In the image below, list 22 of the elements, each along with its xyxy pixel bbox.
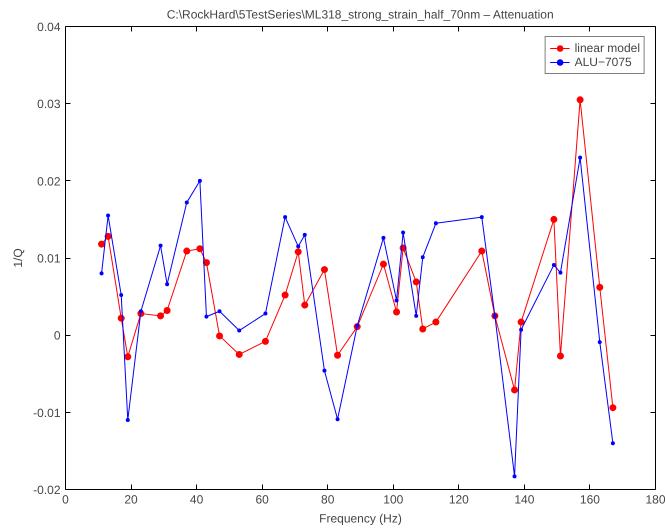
y-tick-label: -0.01 <box>33 406 61 420</box>
y-tick-label: 0.02 <box>37 174 61 188</box>
x-tick-label: 20 <box>124 492 138 506</box>
y-tick-label: -0.02 <box>33 483 61 497</box>
y-tick-label: 0.04 <box>37 20 61 34</box>
y-tick-label: 0.01 <box>37 252 61 266</box>
y-axis-title: 1/Q <box>11 248 26 268</box>
x-tick-label: 60 <box>255 492 270 506</box>
x-axis-title: Frequency (Hz) <box>319 512 402 526</box>
legend-label: linear model <box>574 41 640 55</box>
chart-title: C:\RockHard\5TestSeries\ML318_strong_strain_half_70nm – Attenuation <box>166 8 554 22</box>
x-tick-label: 140 <box>514 492 535 506</box>
x-tick-label: 120 <box>448 492 470 506</box>
x-tick-label: 180 <box>645 492 665 506</box>
x-tick-label: 160 <box>580 492 600 506</box>
x-tick-label: 0 <box>62 492 70 506</box>
y-tick-label: 0.03 <box>37 97 61 112</box>
y-tick-label: 0 <box>54 328 61 343</box>
x-tick-label: 100 <box>383 492 404 506</box>
x-tick-label: 40 <box>190 492 204 506</box>
x-tick-label: 80 <box>321 492 335 506</box>
legend-label: ALU−7075 <box>574 55 632 69</box>
